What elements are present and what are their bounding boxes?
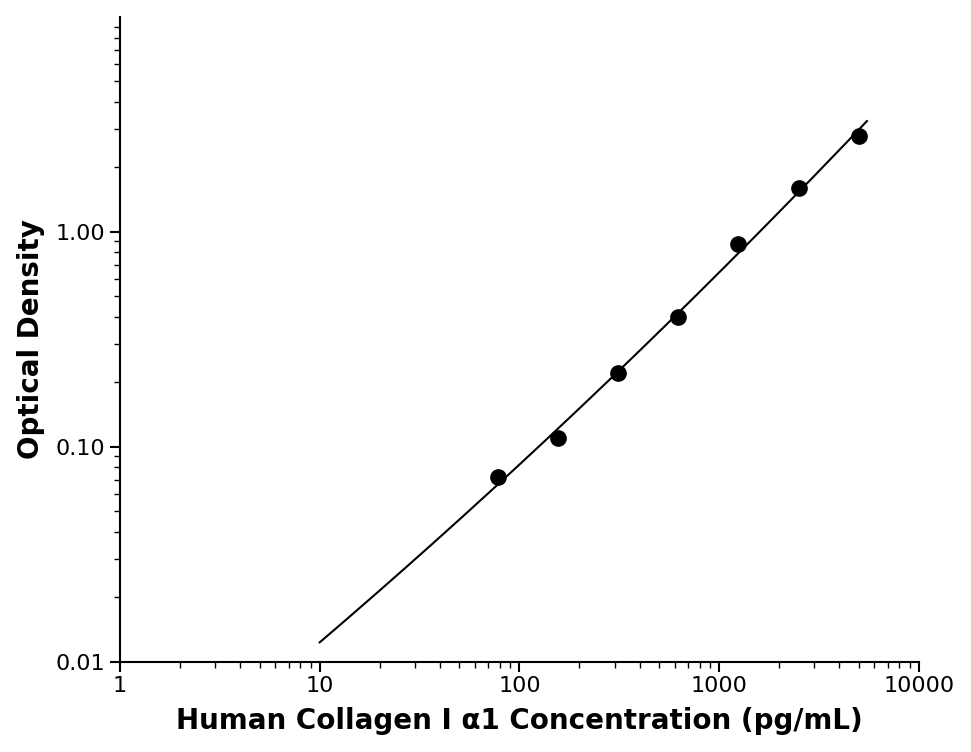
- X-axis label: Human Collagen I α1 Concentration (pg/mL): Human Collagen I α1 Concentration (pg/mL…: [176, 708, 863, 735]
- Y-axis label: Optical Density: Optical Density: [17, 220, 45, 459]
